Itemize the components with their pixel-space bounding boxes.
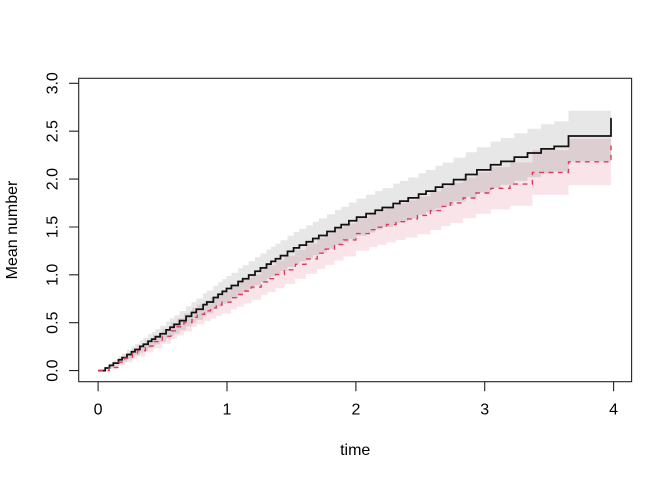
svg-text:1.0: 1.0 <box>45 264 62 286</box>
svg-text:0.0: 0.0 <box>45 359 62 381</box>
svg-text:time: time <box>340 442 370 459</box>
svg-text:2: 2 <box>351 402 360 419</box>
svg-text:2.5: 2.5 <box>45 120 62 142</box>
svg-text:4: 4 <box>609 402 618 419</box>
svg-text:3: 3 <box>480 402 489 419</box>
svg-text:1.5: 1.5 <box>45 216 62 238</box>
svg-text:0: 0 <box>94 402 103 419</box>
svg-text:1: 1 <box>223 402 232 419</box>
svg-text:0.5: 0.5 <box>45 311 62 333</box>
svg-text:Mean number: Mean number <box>4 180 21 279</box>
svg-text:3.0: 3.0 <box>45 72 62 94</box>
svg-text:2.0: 2.0 <box>45 168 62 190</box>
